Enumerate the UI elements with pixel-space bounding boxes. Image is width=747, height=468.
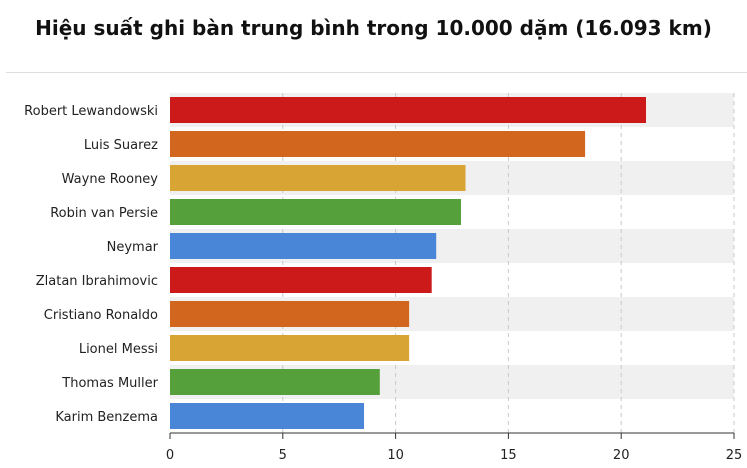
category-label: Cristiano Ronaldo xyxy=(44,308,158,323)
tick-label: 10 xyxy=(387,448,404,463)
bar xyxy=(170,369,380,395)
tick-label: 5 xyxy=(279,448,287,463)
category-label: Luis Suarez xyxy=(84,138,158,153)
x-axis-ticks: 0 5 10 15 20 25 xyxy=(166,433,742,463)
category-label: Zlatan Ibrahimovic xyxy=(36,274,158,289)
tick-label: 20 xyxy=(613,448,630,463)
category-label: Karim Benzema xyxy=(55,410,158,425)
title-divider xyxy=(6,72,747,73)
chart-title: Hiệu suất ghi bàn trung bình trong 10.00… xyxy=(35,16,712,40)
bar xyxy=(170,335,410,361)
category-label: Robert Lewandowski xyxy=(24,104,158,119)
category-labels: Robert Lewandowski Luis Suarez Wayne Roone… xyxy=(24,104,158,425)
bar xyxy=(170,301,410,327)
bar xyxy=(170,233,437,259)
tick-label: 0 xyxy=(166,448,174,463)
bars xyxy=(170,97,647,429)
category-label: Robin van Persie xyxy=(50,206,158,221)
category-label: Thomas Muller xyxy=(61,376,158,391)
category-label: Wayne Rooney xyxy=(62,172,159,187)
bar xyxy=(170,131,586,157)
category-label: Neymar xyxy=(107,240,159,255)
tick-label: 15 xyxy=(500,448,517,463)
tick-label: 25 xyxy=(726,448,743,463)
bar xyxy=(170,97,647,123)
bar xyxy=(170,267,432,293)
bar xyxy=(170,165,466,191)
bar xyxy=(170,199,462,225)
bar xyxy=(170,403,365,429)
category-label: Lionel Messi xyxy=(79,342,158,357)
